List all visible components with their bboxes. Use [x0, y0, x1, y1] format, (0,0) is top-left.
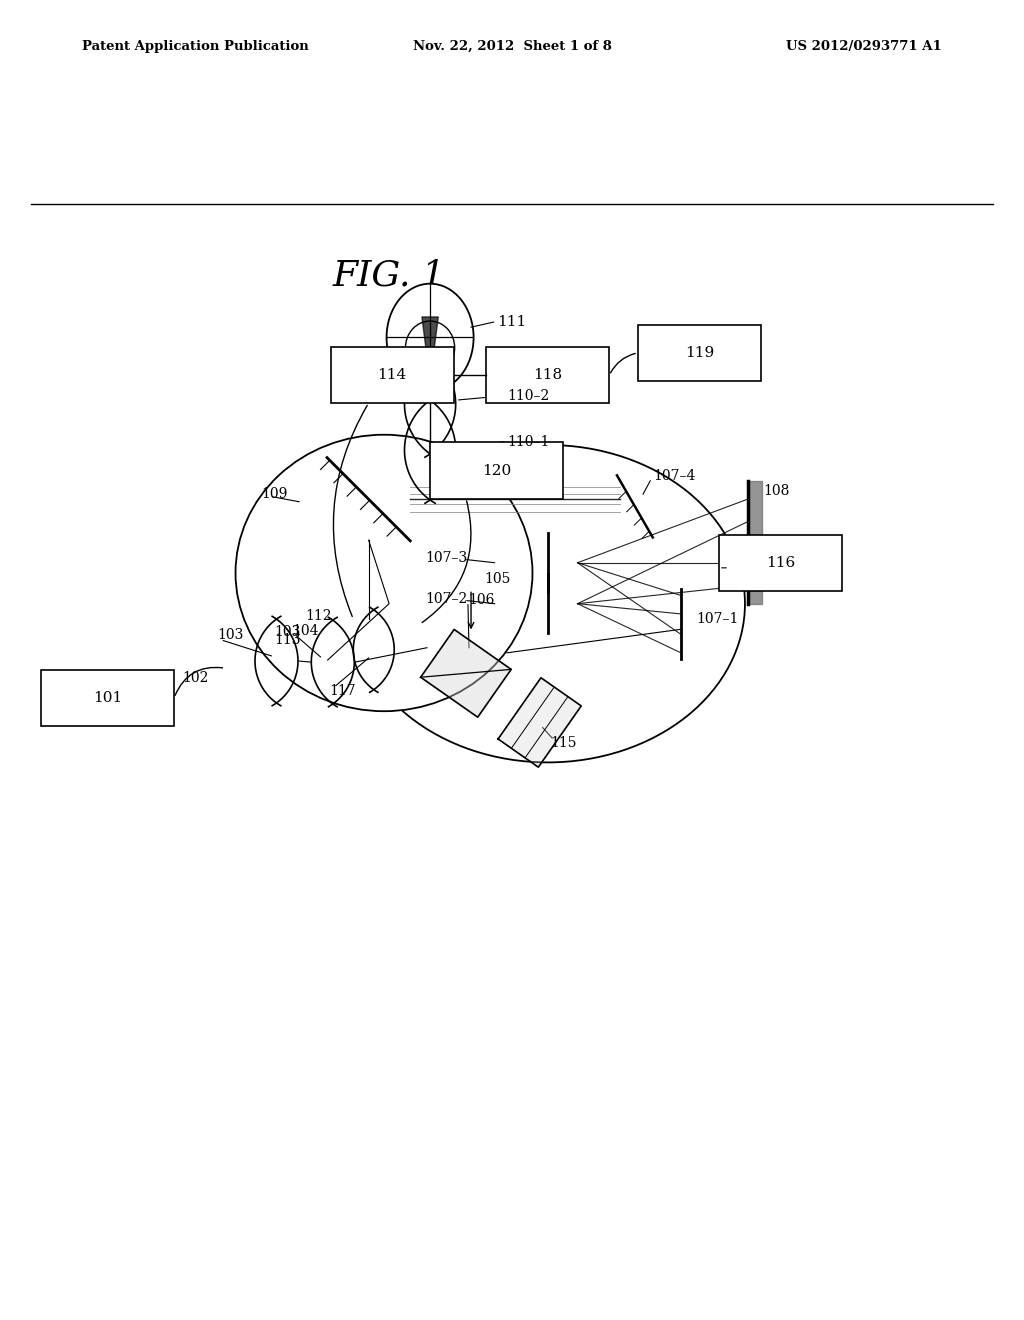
Ellipse shape	[386, 284, 473, 391]
Polygon shape	[421, 630, 511, 717]
Ellipse shape	[350, 445, 745, 763]
Text: 120: 120	[482, 463, 511, 478]
Text: 107–2: 107–2	[425, 591, 467, 606]
FancyBboxPatch shape	[430, 442, 563, 499]
FancyArrowPatch shape	[610, 354, 635, 372]
FancyBboxPatch shape	[41, 669, 174, 726]
FancyBboxPatch shape	[638, 325, 761, 381]
Text: US 2012/0293771 A1: US 2012/0293771 A1	[786, 40, 942, 53]
Text: 109: 109	[261, 487, 288, 502]
Text: Nov. 22, 2012  Sheet 1 of 8: Nov. 22, 2012 Sheet 1 of 8	[413, 40, 611, 53]
Text: 104: 104	[292, 624, 318, 639]
Text: 113: 113	[274, 632, 301, 647]
Text: 103: 103	[217, 628, 244, 643]
FancyBboxPatch shape	[486, 347, 609, 404]
Text: 117: 117	[330, 684, 356, 698]
Text: 115: 115	[550, 737, 577, 750]
Text: 108: 108	[763, 484, 790, 498]
Text: 110–1: 110–1	[507, 434, 549, 449]
Text: 114: 114	[378, 368, 407, 383]
Text: Patent Application Publication: Patent Application Publication	[82, 40, 308, 53]
Text: 110–2: 110–2	[507, 389, 549, 403]
Text: 101: 101	[93, 690, 122, 705]
Polygon shape	[498, 677, 582, 767]
FancyBboxPatch shape	[719, 535, 842, 591]
Text: 107–3: 107–3	[425, 550, 467, 565]
FancyBboxPatch shape	[331, 347, 454, 404]
Polygon shape	[748, 480, 762, 603]
Text: 107–4: 107–4	[653, 469, 695, 483]
Text: 112: 112	[305, 609, 332, 623]
Text: 111: 111	[497, 315, 526, 329]
FancyArrowPatch shape	[175, 668, 222, 696]
Text: FIG. 1: FIG. 1	[333, 259, 445, 293]
Text: 118: 118	[534, 368, 562, 383]
Text: 119: 119	[685, 346, 714, 360]
Text: 106: 106	[468, 593, 495, 607]
Text: 102: 102	[182, 672, 209, 685]
Ellipse shape	[236, 434, 532, 711]
Ellipse shape	[406, 321, 455, 375]
Text: 116: 116	[766, 556, 795, 570]
Text: 103: 103	[274, 626, 301, 639]
Text: 105: 105	[484, 573, 511, 586]
FancyArrowPatch shape	[334, 405, 368, 616]
FancyArrowPatch shape	[422, 500, 471, 623]
Polygon shape	[422, 317, 438, 380]
Text: 107–1: 107–1	[696, 612, 738, 626]
